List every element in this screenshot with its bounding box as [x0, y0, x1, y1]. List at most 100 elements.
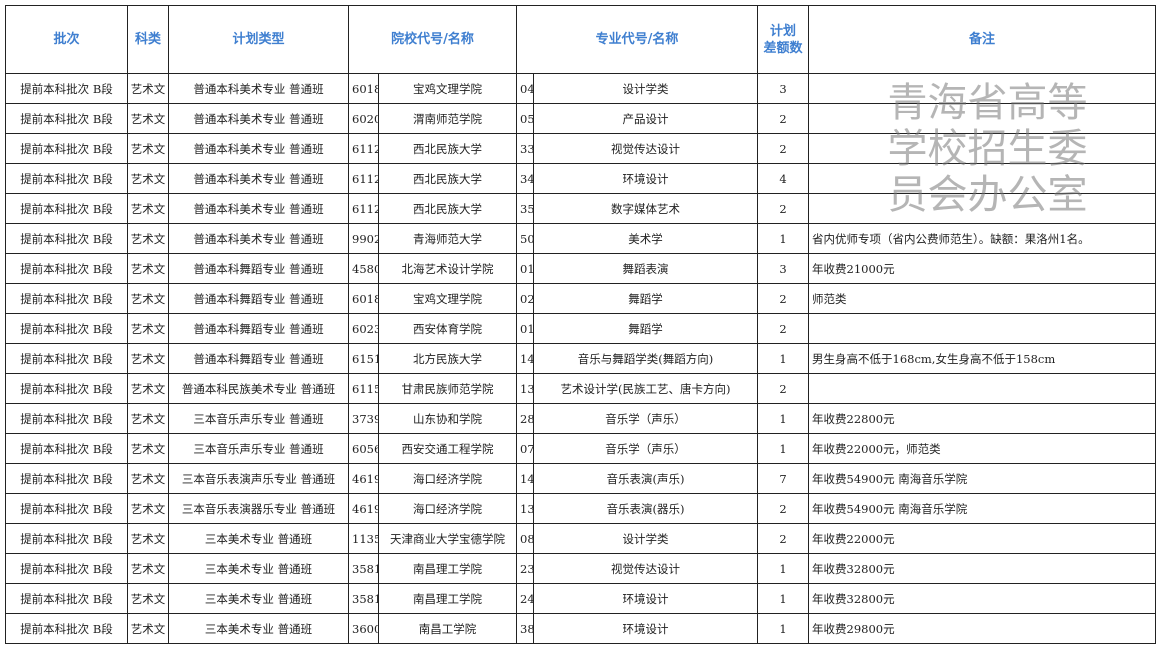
- table-row: 提前本科批次 B段 艺术文 三本音乐声乐专业 普通班 6056 西安交通工程学院 07 音乐…: [5, 433, 1156, 464]
- table-row: 提前本科批次 B段 艺术文 三本美术专业 普通班 3581 南昌理工学院 24 环境设计 1 年…: [5, 583, 1156, 614]
- cell-subject: 艺术文: [127, 583, 169, 614]
- cell-batch: 提前本科批次 B段: [5, 283, 128, 314]
- cell-remarks: [808, 133, 1156, 164]
- cell-major-code: 13: [516, 493, 534, 524]
- cell-major-code: 01: [516, 313, 534, 344]
- cell-plan-type: 三本音乐声乐专业 普通班: [168, 433, 349, 464]
- cell-major-name: 音乐表演(声乐): [533, 463, 758, 494]
- table-row: 提前本科批次 B段 艺术文 普通本科美术专业 普通班 9902 青海师范大学 50 美术学 1…: [5, 223, 1156, 254]
- cell-major-code: 13: [516, 373, 534, 404]
- cell-subject: 艺术文: [127, 193, 169, 224]
- header-school: 院校代号/名称: [348, 5, 517, 74]
- cell-school-code: 6020: [348, 103, 379, 134]
- cell-major-code: 14: [516, 343, 534, 374]
- cell-shortfall: 3: [757, 73, 809, 104]
- cell-remarks: 年收费54900元 南海音乐学院: [808, 493, 1156, 524]
- cell-shortfall: 2: [757, 133, 809, 164]
- cell-plan-type: 普通本科美术专业 普通班: [168, 103, 349, 134]
- table-row: 提前本科批次 B段 艺术文 普通本科美术专业 普通班 6112 西北民族大学 35 数字媒体…: [5, 193, 1156, 224]
- cell-subject: 艺术文: [127, 253, 169, 284]
- cell-school-code: 6056: [348, 433, 379, 464]
- cell-plan-type: 三本音乐声乐专业 普通班: [168, 403, 349, 434]
- cell-school-code: 6112: [348, 193, 379, 224]
- cell-school-name: 西安交通工程学院: [378, 433, 517, 464]
- cell-remarks: [808, 373, 1156, 404]
- header-plan-type: 计划类型: [168, 5, 349, 74]
- header-subject: 科类: [127, 5, 169, 74]
- cell-major-name: 舞蹈学: [533, 313, 758, 344]
- cell-plan-type: 普通本科美术专业 普通班: [168, 223, 349, 254]
- cell-batch: 提前本科批次 B段: [5, 553, 128, 584]
- cell-remarks: [808, 313, 1156, 344]
- cell-major-name: 音乐表演(器乐): [533, 493, 758, 524]
- cell-school-code: 3600: [348, 613, 379, 644]
- table-row: 提前本科批次 B段 艺术文 普通本科舞蹈专业 普通班 6151 北方民族大学 14 音乐与舞…: [5, 343, 1156, 374]
- cell-major-name: 音乐学（声乐）: [533, 433, 758, 464]
- cell-major-code: 01: [516, 253, 534, 284]
- cell-batch: 提前本科批次 B段: [5, 583, 128, 614]
- cell-batch: 提前本科批次 B段: [5, 343, 128, 374]
- cell-school-code: 6018: [348, 283, 379, 314]
- cell-major-name: 舞蹈表演: [533, 253, 758, 284]
- cell-plan-type: 普通本科美术专业 普通班: [168, 133, 349, 164]
- cell-remarks: 年收费21000元: [808, 253, 1156, 284]
- cell-subject: 艺术文: [127, 313, 169, 344]
- cell-major-code: 24: [516, 583, 534, 614]
- cell-subject: 艺术文: [127, 343, 169, 374]
- cell-school-name: 南昌理工学院: [378, 583, 517, 614]
- cell-school-code: 3739: [348, 403, 379, 434]
- cell-school-name: 北海艺术设计学院: [378, 253, 517, 284]
- cell-subject: 艺术文: [127, 613, 169, 644]
- cell-remarks: 年收费22000元，师范类: [808, 433, 1156, 464]
- cell-subject: 艺术文: [127, 103, 169, 134]
- cell-school-code: 4619: [348, 493, 379, 524]
- cell-school-code: 6112: [348, 163, 379, 194]
- cell-major-code: 34: [516, 163, 534, 194]
- table-row: 提前本科批次 B段 艺术文 三本音乐表演器乐专业 普通班 4619 海口经济学院 13 音乐…: [5, 493, 1156, 524]
- cell-batch: 提前本科批次 B段: [5, 613, 128, 644]
- cell-batch: 提前本科批次 B段: [5, 193, 128, 224]
- cell-subject: 艺术文: [127, 433, 169, 464]
- cell-batch: 提前本科批次 B段: [5, 403, 128, 434]
- cell-school-code: 9902: [348, 223, 379, 254]
- cell-major-name: 设计学类: [533, 73, 758, 104]
- cell-school-name: 海口经济学院: [378, 463, 517, 494]
- cell-major-name: 音乐学（声乐）: [533, 403, 758, 434]
- cell-shortfall: 2: [757, 193, 809, 224]
- cell-school-name: 西北民族大学: [378, 133, 517, 164]
- cell-subject: 艺术文: [127, 133, 169, 164]
- cell-school-name: 西安体育学院: [378, 313, 517, 344]
- cell-remarks: 年收费22800元: [808, 403, 1156, 434]
- cell-subject: 艺术文: [127, 493, 169, 524]
- cell-batch: 提前本科批次 B段: [5, 313, 128, 344]
- cell-shortfall: 7: [757, 463, 809, 494]
- cell-subject: 艺术文: [127, 73, 169, 104]
- cell-school-name: 西北民族大学: [378, 193, 517, 224]
- cell-batch: 提前本科批次 B段: [5, 103, 128, 134]
- cell-school-name: 宝鸡文理学院: [378, 283, 517, 314]
- table-body: 提前本科批次 B段 艺术文 普通本科美术专业 普通班 6018 宝鸡文理学院 04 设计学类…: [5, 73, 1156, 644]
- cell-major-name: 舞蹈学: [533, 283, 758, 314]
- cell-school-name: 天津商业大学宝德学院: [378, 523, 517, 554]
- cell-subject: 艺术文: [127, 223, 169, 254]
- cell-plan-type: 三本美术专业 普通班: [168, 613, 349, 644]
- cell-shortfall: 1: [757, 433, 809, 464]
- cell-major-code: 08: [516, 523, 534, 554]
- cell-plan-type: 普通本科美术专业 普通班: [168, 73, 349, 104]
- cell-plan-type: 普通本科舞蹈专业 普通班: [168, 313, 349, 344]
- cell-plan-type: 三本美术专业 普通班: [168, 553, 349, 584]
- cell-shortfall: 1: [757, 613, 809, 644]
- cell-school-name: 海口经济学院: [378, 493, 517, 524]
- cell-batch: 提前本科批次 B段: [5, 253, 128, 284]
- table-row: 提前本科批次 B段 艺术文 普通本科舞蹈专业 普通班 4580 北海艺术设计学院 01 舞蹈…: [5, 253, 1156, 284]
- cell-plan-type: 三本音乐表演器乐专业 普通班: [168, 493, 349, 524]
- cell-major-code: 05: [516, 103, 534, 134]
- cell-school-name: 北方民族大学: [378, 343, 517, 374]
- cell-shortfall: 2: [757, 103, 809, 134]
- cell-subject: 艺术文: [127, 283, 169, 314]
- admission-plan-table: 批次 科类 计划类型 院校代号/名称 专业代号/名称 计划 差额数 备注 提前本…: [5, 5, 1156, 644]
- cell-shortfall: 2: [757, 493, 809, 524]
- cell-batch: 提前本科批次 B段: [5, 73, 128, 104]
- table-row: 提前本科批次 B段 艺术文 三本音乐表演声乐专业 普通班 4619 海口经济学院 14 音乐…: [5, 463, 1156, 494]
- cell-school-name: 南昌工学院: [378, 613, 517, 644]
